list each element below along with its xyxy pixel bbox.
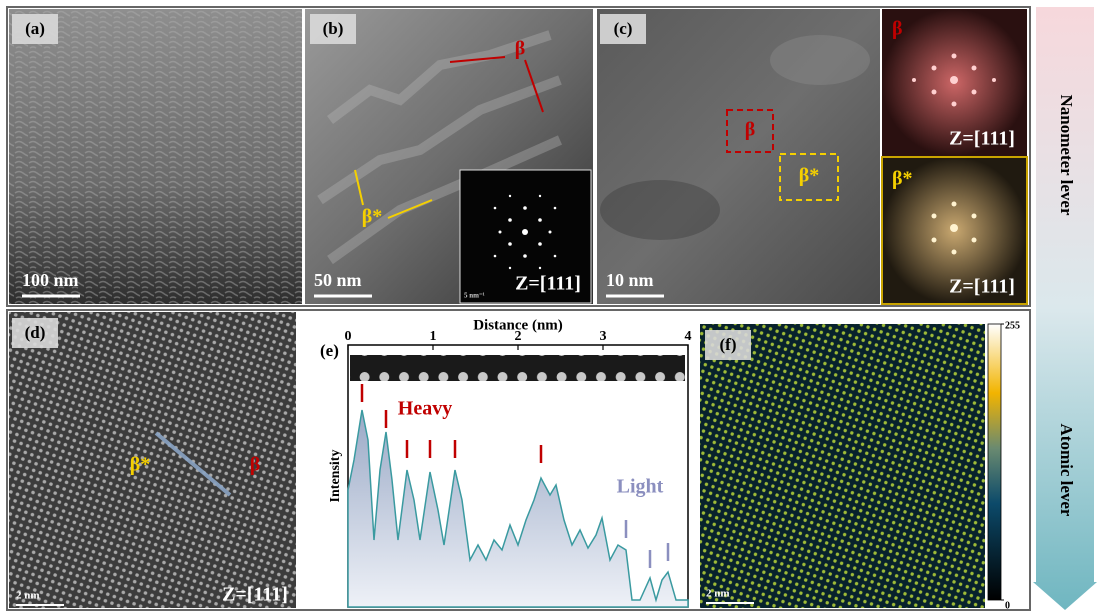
colorbar-tick-label: 255 [1005,320,1020,331]
inset-scale: 5 nm⁻¹ [464,292,485,300]
x-tick-label: 4 [685,329,692,344]
panel-label: (e) [320,341,339,360]
atom-strip-atoms [350,355,685,381]
colorbar [988,324,1001,600]
panel-label: (a) [25,19,45,38]
phase-label: β [515,38,526,60]
zone-axis: Z=[111] [949,128,1015,150]
x-tick-label: 0 [345,329,352,344]
x-tick-label: 1 [430,329,437,344]
panel-label: (c) [614,19,633,38]
zone-axis: Z=[111] [949,276,1015,298]
scale-bar-label: 10 nm [606,270,654,290]
side-label: Nanometer lever [1057,95,1076,216]
region-label: β* [799,165,820,187]
panel-label: (f) [720,335,737,354]
phase-label: β* [362,206,383,228]
panel-label: (d) [25,323,46,342]
scale-bar-label: 2 nm [16,590,40,602]
texture [9,9,302,304]
phase-label: β [250,454,261,476]
axis-label: Intensity [328,450,343,503]
scale-bar-label: 2 nm [706,588,730,600]
panel-label: (b) [323,19,344,38]
scale-bar-label: 50 nm [314,270,362,290]
annotation: Heavy [398,398,452,420]
x-tick-label: 3 [600,329,607,344]
x-tick-label: 2 [515,329,522,344]
side-label: Atomic lever [1057,424,1076,517]
fft-label: β [892,18,903,40]
phase-label: β* [130,454,151,476]
zone-axis: Z=[111] [222,584,288,606]
colorbar-tick-label: 0 [1005,600,1010,611]
zone-axis: Z=[111] [515,273,581,295]
texture [600,180,720,240]
annotation: Light [617,476,664,498]
fft-label: β* [892,168,913,190]
texture [770,35,870,85]
lattice [700,324,985,608]
scale-bar-label: 100 nm [22,270,79,290]
region-label: β [745,119,756,141]
figure: (a) 100 nm (b) β β* 5 nm⁻¹ Z=[111] 50 nm… [0,0,1099,613]
